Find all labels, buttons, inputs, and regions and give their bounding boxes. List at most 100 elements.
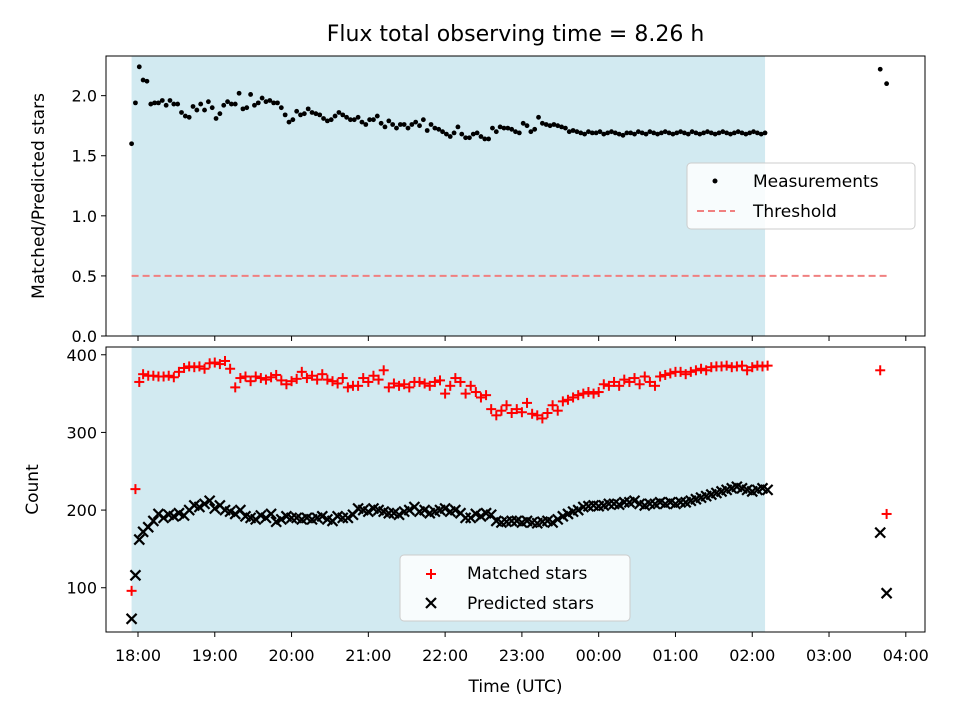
measurement-point	[509, 126, 515, 132]
matched-star-point	[511, 404, 522, 415]
matched-star-point	[286, 376, 297, 387]
predicted-star-point	[208, 502, 221, 515]
matched-star-point	[245, 376, 256, 387]
measurement-point	[513, 129, 518, 135]
y-tick-label: 300	[66, 423, 97, 442]
measurement-point	[152, 100, 158, 106]
matched-star-point	[230, 382, 241, 393]
measurement-point	[129, 141, 134, 147]
matched-star-point	[680, 369, 691, 380]
measurement-point	[167, 98, 173, 103]
measurement-point	[563, 125, 568, 131]
measurement-point	[662, 129, 668, 135]
y-tick-label: 1.5	[72, 147, 97, 166]
measurement-point	[505, 125, 511, 131]
measurement-point	[747, 130, 753, 136]
measurement-point	[701, 130, 707, 136]
matched-star-point	[209, 357, 220, 368]
x-tick-label: 21:00	[345, 646, 391, 665]
matched-star-point	[240, 371, 251, 382]
matched-star-point	[881, 508, 892, 519]
matched-star-point	[624, 376, 635, 387]
matched-star-point	[460, 388, 471, 399]
measurement-point	[232, 101, 238, 107]
matched-star-point	[281, 379, 292, 390]
legend-label-measurements: Measurements	[753, 172, 879, 192]
x-tick-label: 01:00	[652, 646, 698, 665]
measurement-point	[194, 107, 200, 113]
matched-star-point	[527, 408, 538, 419]
predicted-star-point	[168, 510, 180, 523]
measurement-point	[478, 134, 484, 139]
matched-star-point	[578, 388, 589, 399]
measurement-point	[282, 112, 288, 118]
matched-star-point	[440, 388, 451, 399]
legend-marker-predicted-stars	[425, 597, 437, 609]
lower-plot-marks	[125, 355, 893, 625]
matched-star-point	[220, 355, 231, 366]
measurement-point	[144, 78, 150, 84]
lower-legend-box	[399, 554, 631, 622]
measurement-point	[551, 122, 557, 127]
measurement-point	[382, 124, 388, 130]
measurement-point	[440, 129, 445, 135]
measurement-point	[240, 106, 246, 112]
measurement-point	[877, 66, 883, 72]
matched-star-point	[307, 370, 318, 381]
matched-star-point	[675, 366, 686, 377]
measurement-point	[420, 117, 426, 123]
matched-star-point	[598, 379, 609, 390]
matched-star-point	[690, 365, 701, 376]
measurement-point	[374, 113, 380, 119]
matched-star-point	[516, 407, 527, 418]
matched-star-point	[619, 374, 630, 385]
matched-star-point	[424, 380, 435, 391]
matched-star-point	[475, 392, 486, 403]
measurement-point	[666, 130, 672, 136]
measurement-point	[305, 106, 311, 112]
matched-star-point	[291, 373, 302, 384]
legend-label-threshold: Threshold	[752, 202, 837, 222]
measurement-point	[140, 77, 146, 83]
measurement-point	[570, 128, 576, 133]
measurement-point	[205, 99, 211, 105]
matched-star-point	[501, 400, 512, 411]
measurement-point	[601, 131, 607, 137]
measurement-point	[443, 131, 449, 137]
predicted-star-point	[449, 504, 462, 516]
lower-axis-ticks: 100 200 300 400 18:00 19:00 20:00 21:00 22:00 23:…	[66, 346, 928, 665]
measurement-point	[309, 110, 315, 115]
matched-star-point	[250, 371, 261, 382]
measurement-point	[582, 131, 588, 137]
measurement-point	[252, 102, 257, 108]
matched-star-point	[655, 371, 666, 382]
matched-star-point	[593, 387, 604, 398]
matched-star-point	[353, 380, 364, 391]
matched-star-point	[276, 375, 287, 386]
matched-star-point	[496, 405, 507, 416]
matched-star-point	[522, 397, 533, 408]
x-tick-label: 03:00	[806, 646, 852, 665]
measurement-point	[182, 113, 188, 119]
measurement-point	[708, 130, 714, 136]
measurement-point	[213, 116, 219, 121]
measurement-point	[263, 99, 269, 105]
measurement-point	[175, 101, 181, 107]
matched-star-point	[542, 408, 553, 419]
matched-star-point	[465, 380, 476, 391]
measurement-point	[267, 98, 273, 103]
predicted-star-point	[418, 504, 431, 516]
measurement-point	[689, 129, 695, 135]
measurement-point	[451, 130, 457, 136]
predicted-star-point	[628, 494, 641, 507]
matched-star-point	[337, 373, 348, 384]
measurement-point	[547, 123, 553, 129]
upper-axes-frame	[105, 55, 926, 337]
measurement-point	[497, 124, 503, 130]
matched-star-point	[271, 369, 282, 380]
measurement-point	[236, 90, 242, 96]
measurement-point	[351, 117, 357, 123]
matched-star-point	[747, 362, 758, 373]
measurement-point	[259, 95, 265, 101]
measurement-point	[678, 129, 683, 135]
